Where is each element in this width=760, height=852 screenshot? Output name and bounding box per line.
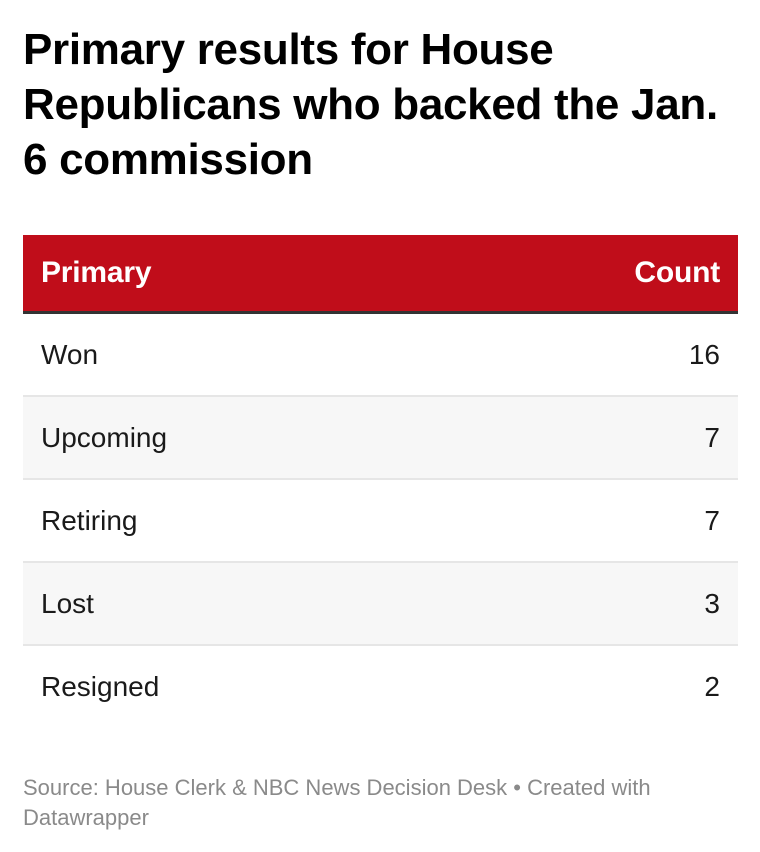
table-row: Resigned 2: [23, 645, 738, 727]
row-count: 2: [704, 670, 720, 702]
row-label: Lost: [23, 562, 381, 646]
row-count: 7: [380, 396, 738, 480]
row-label: Resigned: [41, 670, 160, 702]
row-count: 16: [380, 312, 738, 397]
row-count: 7: [380, 479, 738, 563]
column-header-primary[interactable]: Primary: [23, 235, 381, 314]
source-note: Source: House Clerk & NBC News Decision …: [23, 775, 651, 830]
row-label: Retiring: [23, 479, 381, 563]
chart-title: Primary results for House Republicans wh…: [23, 25, 718, 184]
table-header: Primary Count: [23, 235, 738, 314]
table-row: Retiring 7: [23, 479, 738, 563]
row-label: Upcoming: [23, 396, 381, 480]
chart-container: Primary results for House Republicans wh…: [23, 22, 738, 833]
table-row: Lost 3: [23, 562, 738, 646]
column-header-count[interactable]: Count: [380, 235, 738, 314]
table-row: Upcoming 7: [23, 396, 738, 480]
table-row: Won 16: [23, 312, 738, 397]
table-body: Won 16 Upcoming 7 Retiring 7 Lost 3 Resigned 2: [23, 312, 738, 728]
row-count: 3: [380, 562, 738, 646]
header-row: Primary Count: [23, 235, 738, 314]
row-label: Won: [23, 312, 381, 397]
results-table: Primary Count Won 16 Upcoming 7 Retiring 7 Los…: [23, 235, 738, 727]
